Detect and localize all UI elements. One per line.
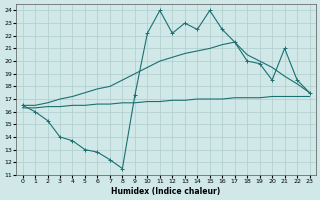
- X-axis label: Humidex (Indice chaleur): Humidex (Indice chaleur): [111, 187, 221, 196]
